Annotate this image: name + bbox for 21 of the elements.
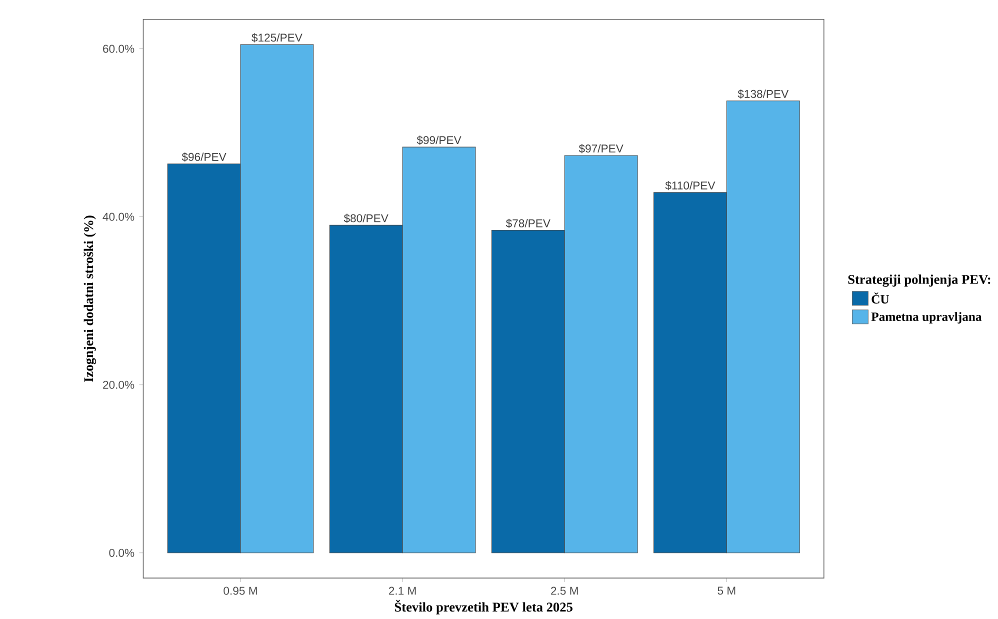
x-tick-label: 0.95 M	[224, 586, 257, 595]
y-tick-label: 20.0%	[103, 380, 134, 389]
x-tick-label: 2.5 M	[551, 586, 578, 595]
legend-title: Strategiji polnjenja PEV:	[848, 274, 990, 287]
y-tick-label: 40.0%	[102, 212, 134, 221]
x-tick-label: 2.1 M	[388, 586, 416, 595]
annotation: $125/PEV	[252, 33, 302, 42]
annotation: $138/PEV	[738, 90, 789, 99]
y-tick-label: 0.0%	[109, 548, 134, 557]
annotation: $80/PEV	[344, 214, 388, 224]
x-tick-label: 5 M	[718, 586, 736, 595]
annotation: $78/PEV	[506, 218, 550, 228]
legend-label: Pametna upravljana	[871, 312, 982, 324]
y-axis-title: Izognjeni dodatni stroški (%)	[84, 216, 96, 382]
annotation: $110/PEV	[665, 181, 716, 190]
annotation: $96/PEV	[182, 152, 226, 162]
annotation: $97/PEV	[578, 144, 624, 154]
x-axis-title: Število prevzetih PEV leta 2025	[394, 600, 572, 614]
y-tick-label: 60.0%	[103, 44, 134, 53]
annotation: $99/PEV	[416, 136, 462, 145]
legend-label: ČU	[872, 292, 890, 304]
